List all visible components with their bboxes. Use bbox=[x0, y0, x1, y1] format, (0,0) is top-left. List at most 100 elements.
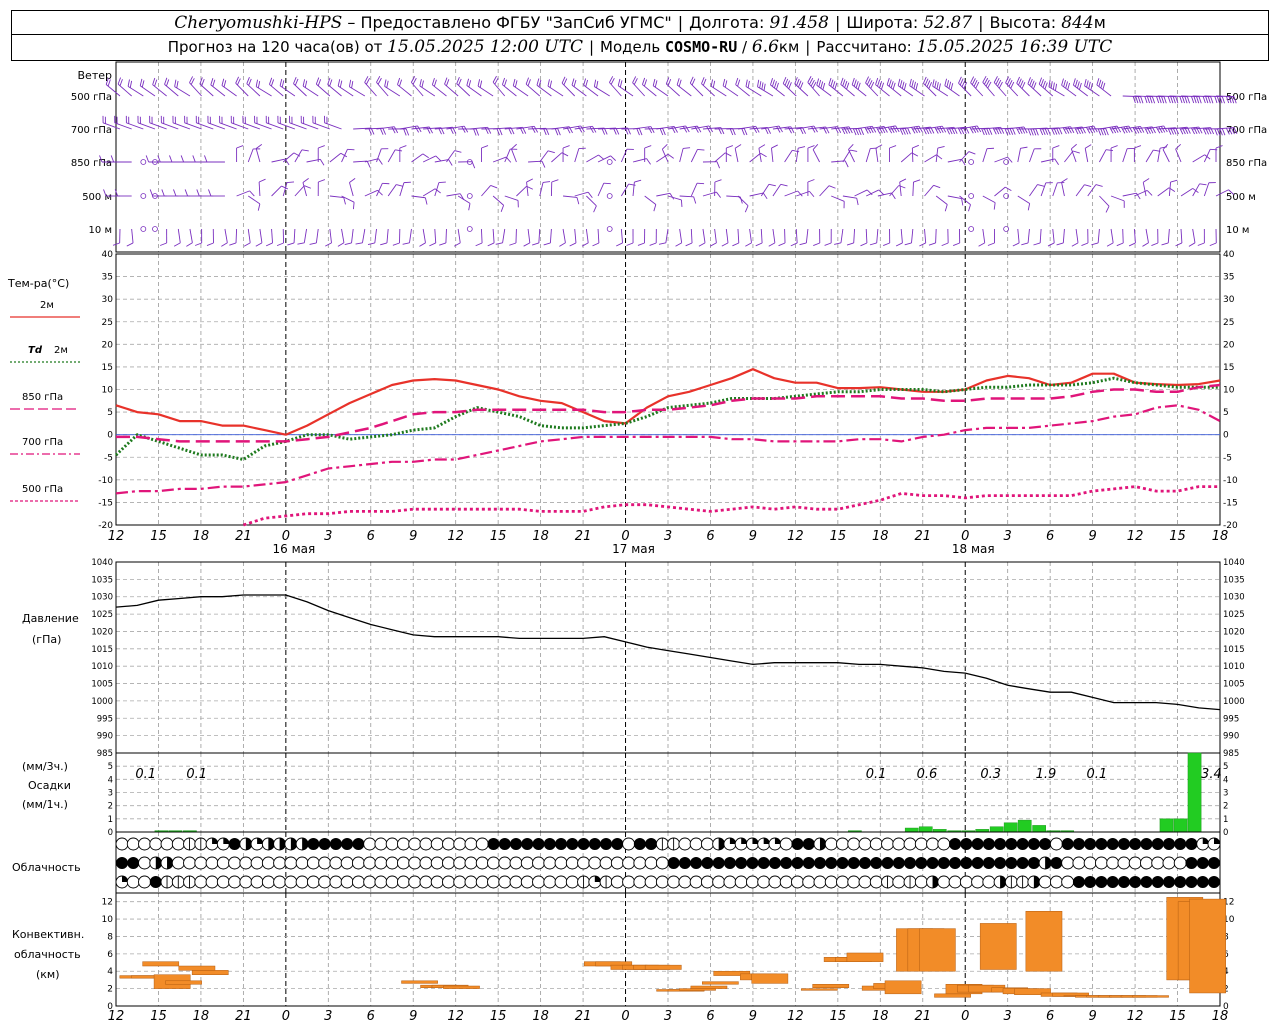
cloud-symbol bbox=[509, 875, 523, 889]
cloud-full bbox=[577, 838, 590, 850]
barb-staff bbox=[909, 85, 925, 97]
barb-staff bbox=[294, 185, 305, 197]
barb-feather bbox=[802, 127, 806, 134]
forecast-label: Прогноз на 120 часа(ов) от bbox=[167, 38, 383, 56]
barb-feather bbox=[911, 80, 914, 88]
barb-staff bbox=[1145, 228, 1149, 243]
cloud-symbol bbox=[959, 875, 973, 889]
hour-label-bottom: 0 bbox=[621, 1009, 629, 1024]
barb-staff bbox=[796, 190, 810, 197]
cloud-full bbox=[1005, 857, 1018, 869]
barb-staff bbox=[1192, 154, 1205, 163]
wind-barb bbox=[152, 77, 167, 97]
barb-staff bbox=[539, 150, 549, 163]
hour-label-bottom: 9 bbox=[749, 1009, 757, 1024]
cloud-circle bbox=[577, 856, 591, 870]
barb-feather bbox=[632, 76, 637, 83]
barb-staff bbox=[702, 191, 717, 197]
barb-feather bbox=[257, 80, 261, 88]
barb-feather bbox=[279, 78, 283, 86]
barb-staff bbox=[315, 228, 319, 243]
barb-feather bbox=[613, 128, 617, 135]
cloud-symbol bbox=[994, 857, 1007, 869]
barb-feather bbox=[533, 126, 539, 133]
wind-barb bbox=[819, 185, 836, 197]
barb-feather bbox=[154, 79, 158, 87]
hour-label: 6 bbox=[367, 529, 375, 544]
barb-feather bbox=[1020, 146, 1028, 149]
wind-barb bbox=[349, 178, 356, 197]
barb-staff bbox=[772, 126, 791, 130]
barb-feather bbox=[1044, 82, 1048, 90]
day-label: 18 мая bbox=[952, 542, 995, 556]
wind-barb bbox=[679, 125, 702, 133]
cloud-symbol bbox=[555, 838, 568, 850]
wind-barb bbox=[1099, 125, 1122, 134]
cloud-symbol bbox=[847, 875, 861, 889]
cloud-full bbox=[971, 857, 984, 869]
barb-feather bbox=[1102, 128, 1107, 136]
barb-feather bbox=[237, 78, 241, 86]
cloud-circle bbox=[1106, 856, 1120, 870]
cloud-circle bbox=[183, 856, 196, 870]
barb-staff bbox=[456, 83, 471, 97]
barb-staff bbox=[329, 152, 342, 163]
wind-barb bbox=[1192, 183, 1207, 197]
cloud-symbol bbox=[430, 856, 444, 870]
barb-staff bbox=[293, 228, 296, 244]
cloud-full bbox=[678, 857, 691, 869]
barb-feather bbox=[201, 78, 205, 86]
pressure-ytick-right: 1025 bbox=[1223, 610, 1245, 620]
barb-feather bbox=[886, 77, 890, 85]
cloud-symbol bbox=[655, 856, 669, 870]
barb-feather bbox=[325, 242, 332, 247]
barb-feather bbox=[850, 149, 858, 152]
barb-staff bbox=[492, 81, 506, 97]
cloud-symbol bbox=[689, 875, 703, 889]
barb-staff bbox=[571, 84, 587, 97]
wind-barb bbox=[1021, 228, 1030, 246]
wind-barb bbox=[632, 126, 655, 134]
barb-staff bbox=[944, 85, 960, 97]
wind-barb bbox=[947, 195, 964, 206]
wind-barb bbox=[819, 126, 842, 134]
barb-feather bbox=[978, 242, 985, 247]
cloud-symbol bbox=[779, 837, 793, 851]
barb-staff bbox=[422, 228, 426, 243]
wind-barb bbox=[325, 228, 332, 247]
barb-feather bbox=[1061, 78, 1064, 86]
barb-feather bbox=[909, 78, 912, 86]
barb-feather bbox=[1016, 127, 1021, 135]
barb-staff bbox=[376, 126, 395, 130]
wind-barb bbox=[702, 161, 721, 169]
wind-barb bbox=[539, 150, 555, 163]
wind-barb bbox=[294, 149, 309, 163]
hour-label-bottom: 0 bbox=[282, 1009, 290, 1024]
barb-feather bbox=[998, 81, 1003, 89]
barb-feather bbox=[392, 242, 400, 246]
wind-barb bbox=[199, 77, 214, 97]
wind-barb bbox=[860, 228, 868, 247]
barb-staff bbox=[1062, 228, 1065, 243]
barb-feather bbox=[561, 76, 566, 84]
wind-barb bbox=[569, 228, 577, 247]
cloud-symbol bbox=[160, 837, 174, 851]
cloud-full bbox=[791, 857, 804, 869]
cloud-symbol bbox=[520, 856, 534, 870]
cloud-full bbox=[1095, 838, 1108, 850]
barb-feather bbox=[913, 126, 918, 134]
barb-feather bbox=[936, 154, 943, 160]
wind-barb bbox=[469, 126, 492, 135]
barb-feather bbox=[587, 191, 593, 199]
legend-label: 700 гПа bbox=[22, 437, 63, 448]
barb-feather bbox=[287, 242, 295, 246]
wind-barb bbox=[1017, 195, 1031, 211]
wind-barb bbox=[1192, 154, 1211, 163]
barb-staff bbox=[737, 195, 749, 207]
cloud-circle bbox=[408, 856, 422, 870]
barb-feather bbox=[166, 79, 170, 87]
barb-feather bbox=[1162, 144, 1169, 150]
barb-feather bbox=[934, 127, 939, 134]
barb-feather bbox=[846, 242, 854, 246]
barb-feather bbox=[744, 205, 749, 213]
